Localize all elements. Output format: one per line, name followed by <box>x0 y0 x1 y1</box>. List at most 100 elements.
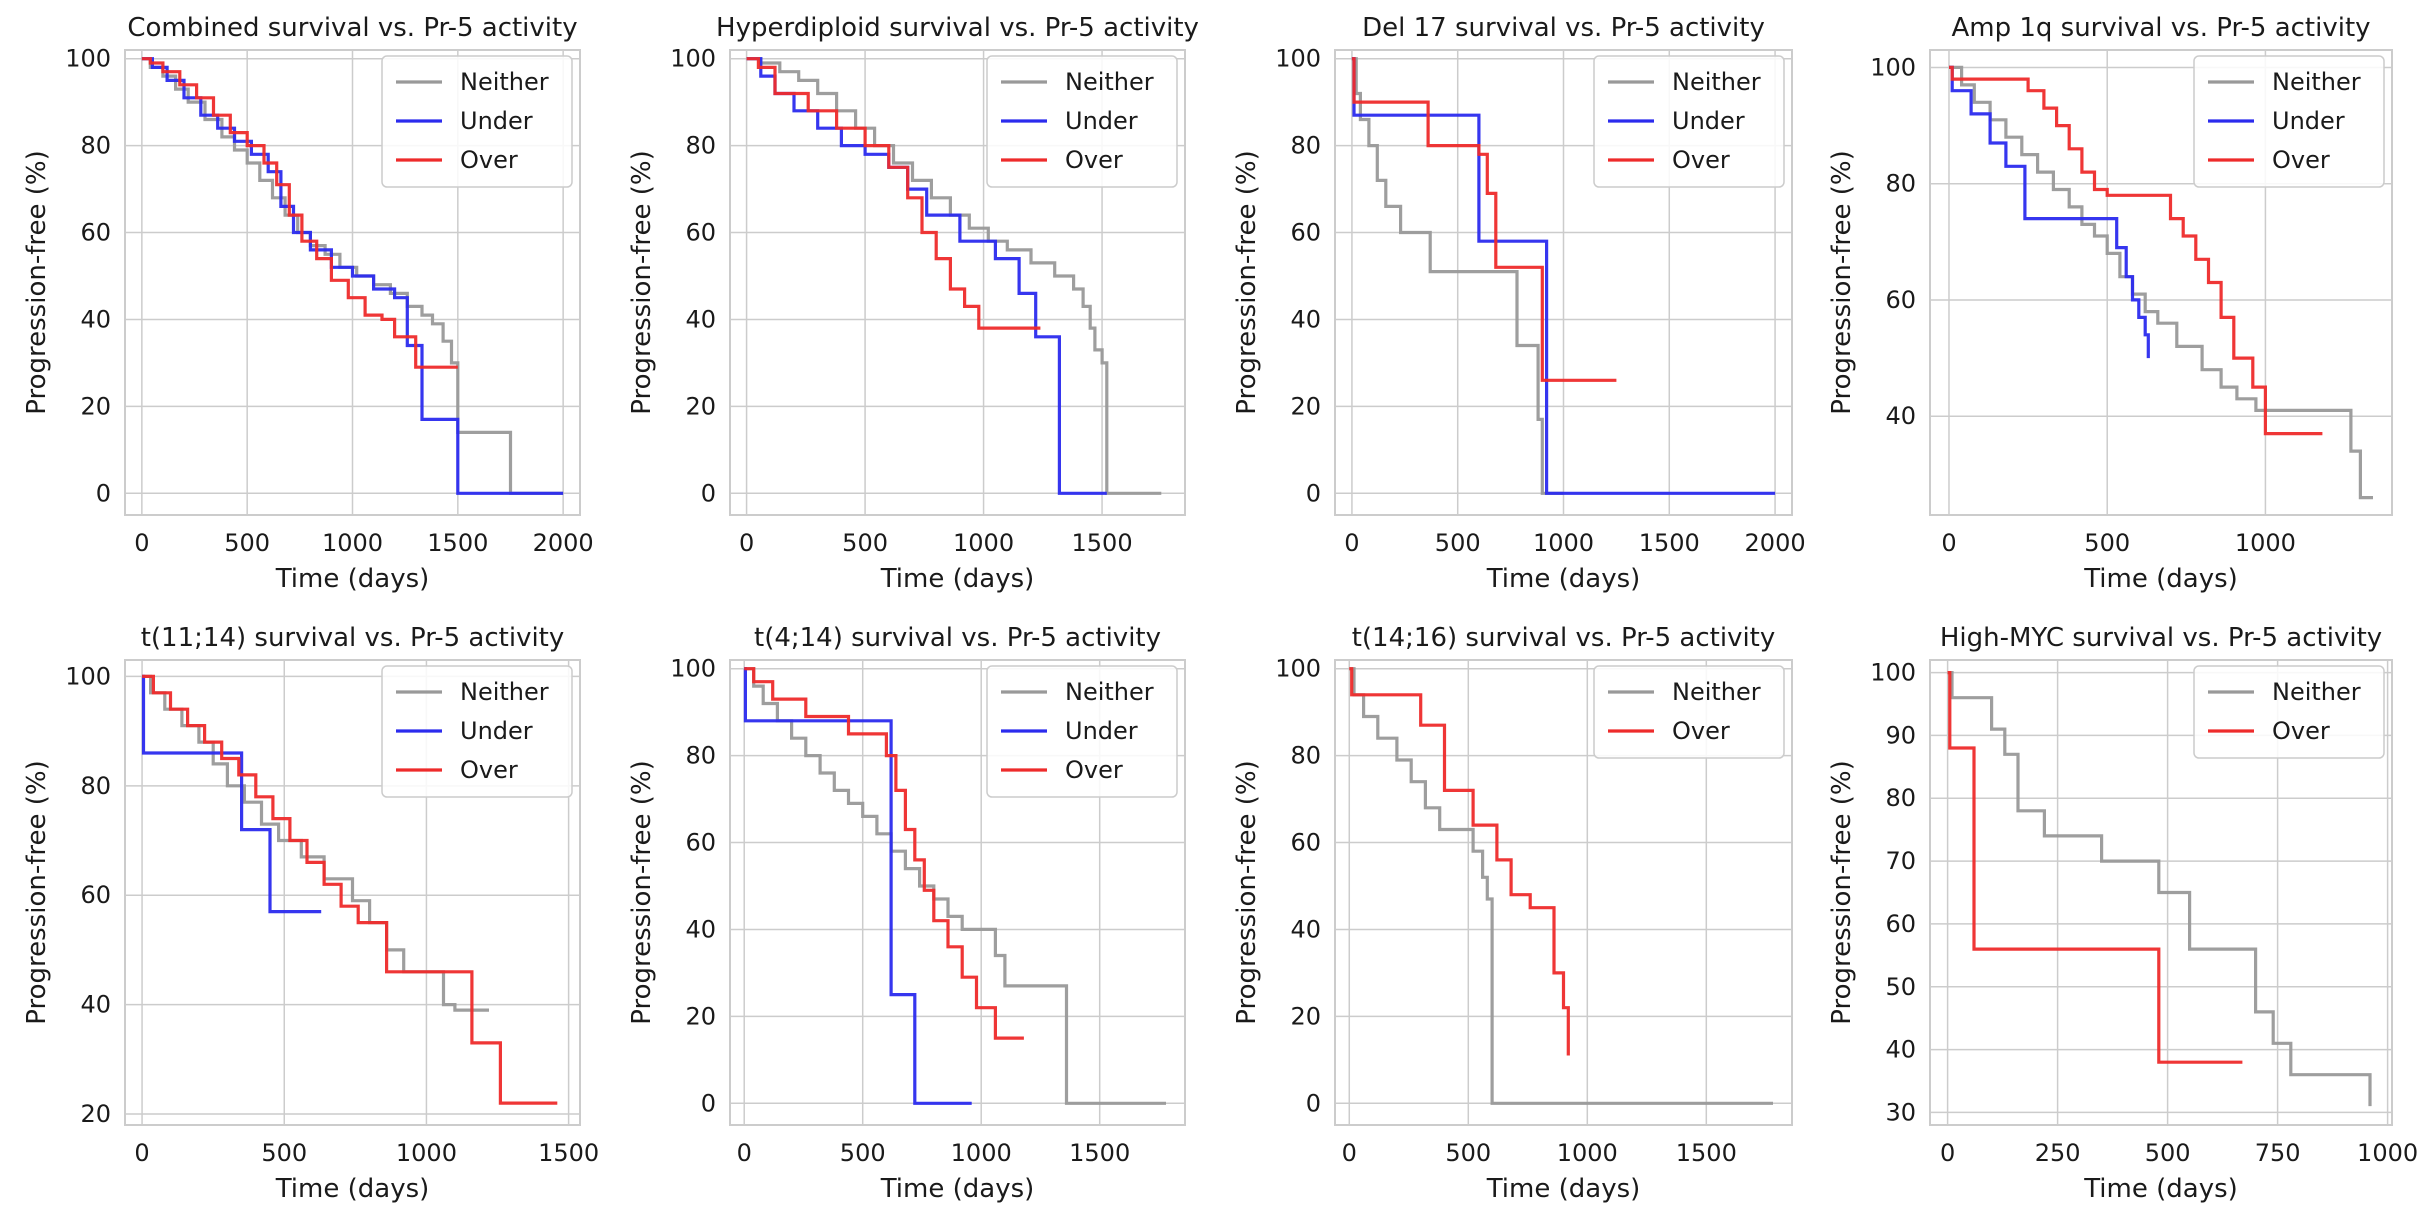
x-tick-label: 1000 <box>1533 529 1594 557</box>
x-tick-label: 2000 <box>533 529 594 557</box>
y-tick-label: 30 <box>1885 1098 1916 1126</box>
legend-label-under: Under <box>2272 107 2345 135</box>
series-line-over <box>142 674 558 1105</box>
x-tick-label: 1000 <box>2235 529 2296 557</box>
y-tick-label: 20 <box>80 392 111 420</box>
y-tick-label: 50 <box>1885 973 1916 1001</box>
legend-box <box>986 55 1178 188</box>
legend-label-neither: Neither <box>460 68 549 96</box>
y-tick-label: 100 <box>1275 45 1321 73</box>
y-axis-label: Progression-free (%) <box>627 150 657 414</box>
y-tick-label: 40 <box>685 305 716 333</box>
y-axis-label: Progression-free (%) <box>22 150 52 414</box>
legend-label-under: Under <box>1065 107 1138 135</box>
plot-frame <box>1334 659 1793 1126</box>
y-tick-label: 80 <box>685 742 716 770</box>
x-tick-label: 0 <box>134 1139 149 1167</box>
y-tick-label: 20 <box>685 392 716 420</box>
legend-label-under: Under <box>1672 107 1745 135</box>
x-axis-label: Time (days) <box>2083 564 2238 594</box>
legend-label-over: Over <box>1672 717 1730 745</box>
legend-label-neither: Neither <box>2272 68 2361 96</box>
series-line-under <box>1949 65 2150 359</box>
y-tick-label: 20 <box>1290 1002 1321 1030</box>
legend: Neither Under Over <box>2193 55 2385 188</box>
y-axis-label: Progression-free (%) <box>1232 760 1262 1024</box>
plot-frame <box>729 49 1186 516</box>
x-tick-label: 1500 <box>1069 1139 1130 1167</box>
series-line-under <box>141 57 564 495</box>
panel-title: t(14;16) survival vs. Pr-5 activity <box>1352 623 1776 653</box>
y-tick-label: 60 <box>80 881 111 909</box>
x-tick-label: 750 <box>2255 1139 2301 1167</box>
x-axis-label: Time (days) <box>275 564 430 594</box>
series-line-over <box>1351 57 1617 382</box>
series-line-over <box>744 667 1024 1040</box>
legend-box <box>2193 665 2385 759</box>
series-line-over <box>141 57 458 369</box>
legend-label-neither: Neither <box>1672 68 1761 96</box>
legend-box <box>986 665 1178 798</box>
panel-title: Del 17 survival vs. Pr-5 activity <box>1362 13 1765 43</box>
y-tick-label: 60 <box>1290 829 1321 857</box>
x-tick-label: 1500 <box>1072 529 1133 557</box>
x-tick-label: 1000 <box>396 1139 457 1167</box>
legend-box <box>381 665 573 798</box>
legend-label-over: Over <box>2272 717 2330 745</box>
x-tick-label: 2000 <box>1745 529 1806 557</box>
y-tick-label: 20 <box>80 1100 111 1128</box>
y-tick-label: 20 <box>685 1002 716 1030</box>
series-line-under <box>141 674 322 914</box>
plot-frame <box>1334 49 1793 516</box>
y-tick-label: 0 <box>96 479 111 507</box>
legend-label-neither: Neither <box>1065 678 1154 706</box>
panel-title: t(11;14) survival vs. Pr-5 activity <box>141 623 565 653</box>
legend-box <box>2193 55 2385 188</box>
y-tick-label: 80 <box>80 132 111 160</box>
legend-box <box>1593 665 1785 759</box>
legend: Neither Under Over <box>986 665 1178 798</box>
series-line-over <box>1947 671 2243 1064</box>
legend-label-under: Under <box>460 717 533 745</box>
plot-frame <box>124 49 581 516</box>
y-tick-label: 20 <box>1290 392 1321 420</box>
y-axis-label: Progression-free (%) <box>627 760 657 1024</box>
x-axis-label: Time (days) <box>2083 1174 2238 1204</box>
panel-title: Hyperdiploid survival vs. Pr-5 activity <box>716 13 1199 43</box>
x-tick-label: 1000 <box>951 1139 1012 1167</box>
x-tick-label: 1000 <box>2357 1139 2418 1167</box>
y-tick-label: 40 <box>80 305 111 333</box>
panel-4: 0 500 1000 40 60 80 100 Amp 1q survival vs. Pr-… <box>1827 13 2393 594</box>
legend-label-over: Over <box>460 756 518 784</box>
y-tick-label: 40 <box>685 915 716 943</box>
panel-title: Amp 1q survival vs. Pr-5 activity <box>1951 13 2370 43</box>
x-axis-label: Time (days) <box>1486 564 1641 594</box>
x-tick-label: 500 <box>2084 529 2130 557</box>
panel-8: 0 250 500 750 1000 30 40 50 60 70 80 90 100 High-MYC … <box>1827 623 2418 1204</box>
y-tick-label: 80 <box>1290 132 1321 160</box>
y-tick-label: 80 <box>80 772 111 800</box>
series-line-neither <box>746 57 1162 495</box>
plot-frame <box>1929 659 2393 1126</box>
x-tick-label: 1000 <box>953 529 1014 557</box>
x-tick-label: 500 <box>1435 529 1481 557</box>
y-tick-label: 40 <box>1885 1036 1916 1064</box>
x-tick-label: 500 <box>842 529 888 557</box>
legend-box <box>1593 55 1785 188</box>
legend: Neither Under Over <box>381 55 573 188</box>
y-axis-label: Progression-free (%) <box>1827 150 1857 414</box>
y-tick-label: 0 <box>701 1089 716 1117</box>
legend: Neither Over <box>2193 665 2385 759</box>
y-tick-label: 80 <box>1290 742 1321 770</box>
y-tick-label: 80 <box>1885 784 1916 812</box>
legend-label-neither: Neither <box>460 678 549 706</box>
x-tick-label: 500 <box>1445 1139 1491 1167</box>
x-tick-label: 0 <box>739 529 754 557</box>
series-line-over <box>1949 65 2323 436</box>
x-tick-label: 1000 <box>322 529 383 557</box>
panel-5: 0 500 1000 1500 20 40 60 80 100 t(11;14) survival… <box>22 623 599 1204</box>
legend-label-neither: Neither <box>1672 678 1761 706</box>
series-line-over <box>746 57 1041 330</box>
